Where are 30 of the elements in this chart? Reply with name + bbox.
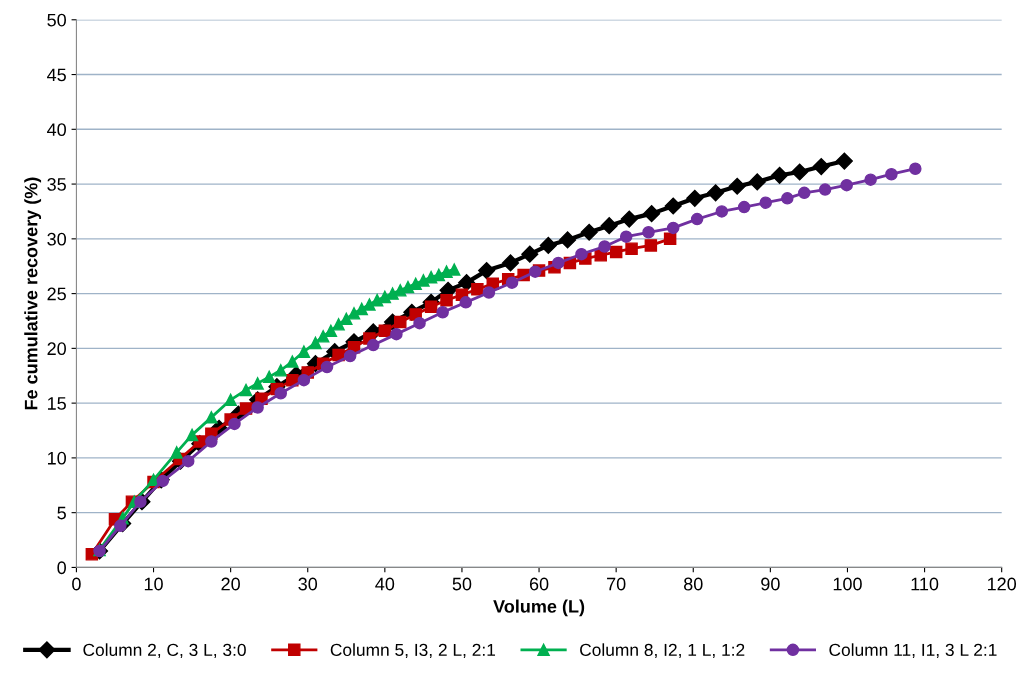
y-tick-label: 35 xyxy=(47,178,66,191)
y-tick-label: 0 xyxy=(57,561,66,575)
y-tick-label: 10 xyxy=(48,451,66,465)
x-tick-label: 90 xyxy=(761,577,780,591)
x-tick-label: 30 xyxy=(298,577,318,591)
y-tick-label: 15 xyxy=(48,397,66,410)
x-tick-label: 120 xyxy=(987,577,1017,591)
x-tick-label: 70 xyxy=(607,577,626,591)
legend-label: Column 11, I1, 3 L 2:1 xyxy=(829,643,997,659)
x-axis-title: Volume (L) xyxy=(493,599,585,617)
y-tick-label: 30 xyxy=(47,232,66,246)
x-tick-label: 10 xyxy=(144,577,163,591)
x-tick-label: 40 xyxy=(375,577,395,591)
y-tick-label: 50 xyxy=(47,13,66,27)
legend-label: Column 8, I2, 1 L, 1:2 xyxy=(580,643,745,659)
y-tick-label: 45 xyxy=(47,68,66,82)
y-tick-label: 5 xyxy=(57,506,66,520)
x-tick-label: 80 xyxy=(684,577,703,591)
y-axis-title: Fe cumulative recovery (%) xyxy=(24,177,42,410)
legend-label: Column 2, C, 3 L, 3:0 xyxy=(83,643,246,659)
x-tick-label: 110 xyxy=(911,577,939,591)
x-tick-label: 50 xyxy=(452,577,472,591)
y-tick-label: 20 xyxy=(47,342,66,356)
x-tick-label: 100 xyxy=(833,577,862,591)
x-tick-label: 20 xyxy=(221,577,240,591)
y-tick-label: 40 xyxy=(47,123,66,137)
legend-label: Column 5, I3, 2 L, 2:1 xyxy=(330,643,496,659)
y-tick-label: 25 xyxy=(47,287,66,301)
x-tick-label: 0 xyxy=(72,577,81,591)
x-tick-label: 60 xyxy=(529,577,549,591)
